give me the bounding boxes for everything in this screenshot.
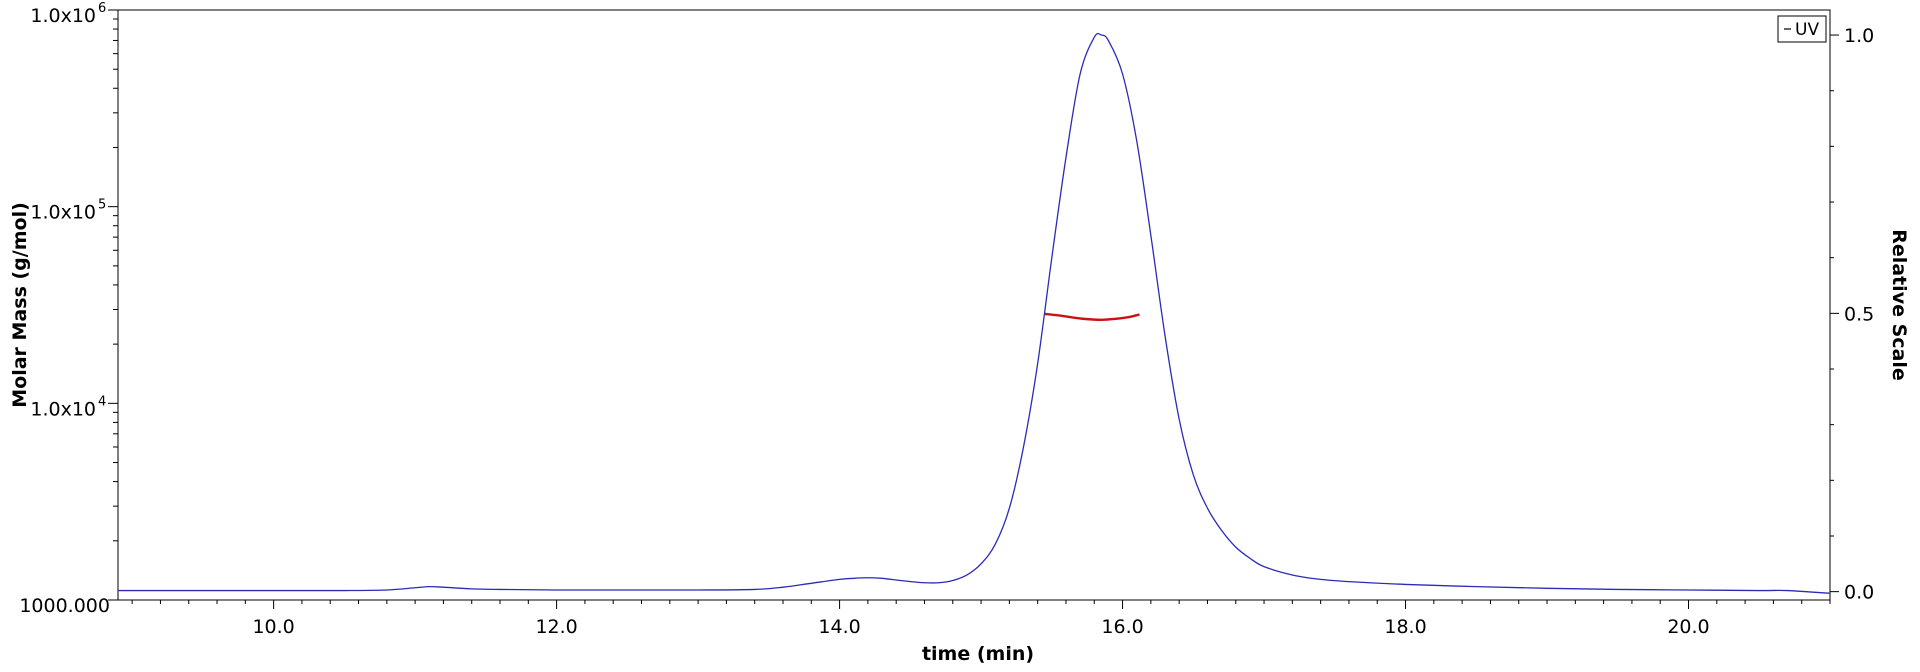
right-y-axis-ticks: 0.0 0.5 1.0 [1830,25,1874,604]
series-line-uv [118,32,1831,594]
left-tick-label: 1.0x10 [30,202,96,224]
x-tick-label: 20.0 [1667,616,1709,638]
left-y-axis-title: Molar Mass (g/mol) [9,202,31,408]
legend-entry-uv: UV [1795,20,1819,40]
x-tick-label: 10.0 [252,616,294,638]
x-tick-label: 12.0 [535,616,577,638]
series-layer [118,32,1831,594]
x-tick-label: 18.0 [1384,616,1426,638]
series-line-molar-mass [1044,312,1140,321]
x-axis-title: time (min) [922,643,1034,665]
left-tick-exponent: 5 [98,198,106,213]
right-y-axis-title: Relative Scale [1888,229,1910,381]
x-tick-label: 16.0 [1101,616,1143,638]
left-tick-label: 1000.000 [19,595,110,617]
right-tick-label: 0.5 [1844,303,1874,325]
right-tick-label: 0.0 [1844,582,1874,604]
x-tick-label: 14.0 [818,616,860,638]
legend: UV [1777,15,1827,43]
left-tick-label: 1.0x10 [30,5,96,27]
left-tick-exponent: 6 [98,1,106,16]
left-tick-exponent: 4 [98,394,106,409]
left-tick-label: 1.0x10 [30,398,96,420]
right-tick-label: 1.0 [1844,25,1874,47]
plot-frame [117,9,1831,601]
x-axis-ticks: 10.0 12.0 14.0 16.0 18.0 20.0 [131,600,1831,638]
